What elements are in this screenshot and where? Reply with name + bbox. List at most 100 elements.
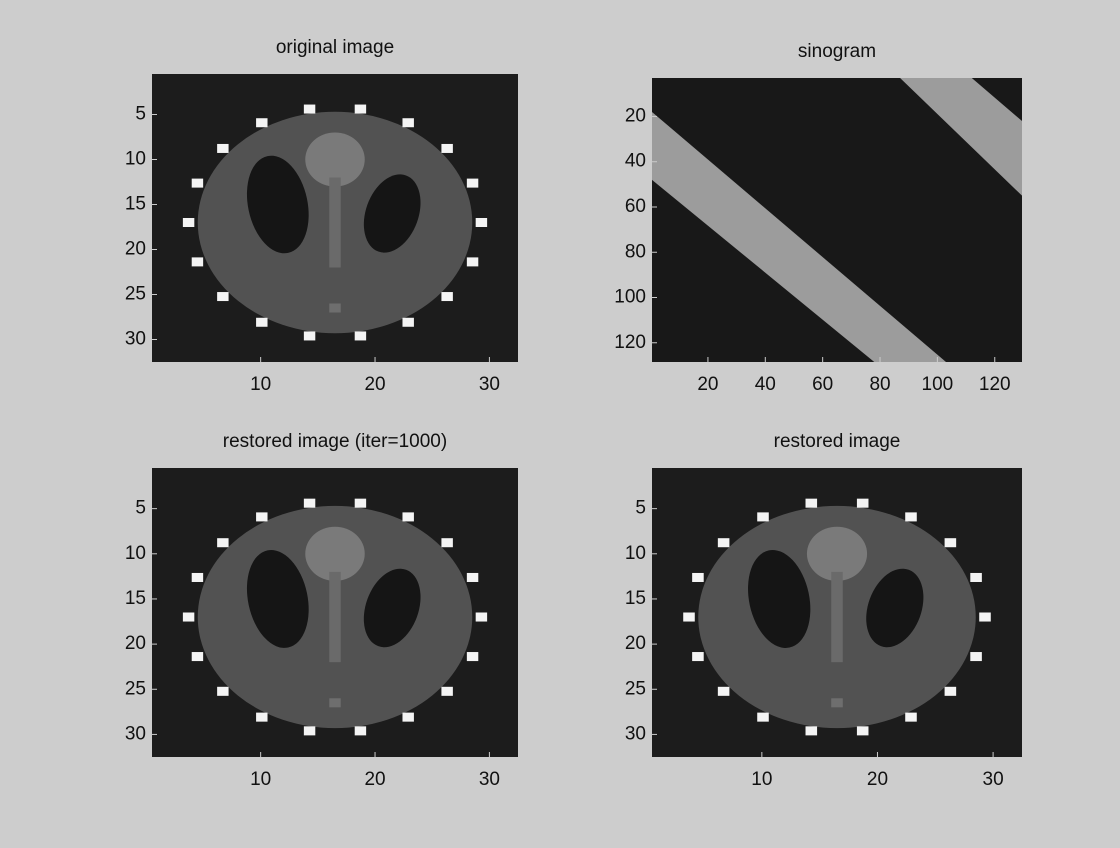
figure: original image 10 20 30 5 10 15 20 25 30 sinogram 2…: [0, 0, 1120, 848]
phantom-spot: [831, 698, 843, 707]
phantom-ring: [217, 687, 228, 696]
phantom-ring: [304, 726, 315, 735]
phantom-ring: [183, 218, 194, 227]
y-tick-label: 30: [125, 329, 146, 350]
phantom-ring: [970, 652, 982, 661]
phantom-ring: [355, 499, 366, 508]
x-tick-label: 40: [755, 374, 776, 395]
y-tick-label: 25: [625, 678, 646, 699]
y-tick-label: 15: [625, 588, 646, 609]
phantom-ring: [256, 318, 267, 327]
y-tick-label: 5: [635, 498, 646, 519]
phantom-ring: [192, 573, 203, 582]
phantom-ring: [183, 613, 194, 622]
phantom-ring: [256, 713, 267, 722]
x-tick-label: 10: [250, 374, 271, 395]
plot-title: restored image: [774, 431, 901, 452]
phantom-ring: [467, 179, 478, 188]
x-tick-label: 80: [869, 374, 890, 395]
phantom-ring: [192, 179, 203, 188]
y-tick-label: 5: [135, 498, 146, 519]
y-tick-label: 30: [625, 723, 646, 744]
x-tick-label: 60: [812, 374, 833, 395]
y-tick-label: 20: [625, 633, 646, 654]
x-tick-label: 10: [751, 769, 772, 790]
phantom-ring: [304, 331, 315, 340]
plot-title: restored image (iter=1000): [223, 431, 447, 452]
y-tick-label: 25: [125, 284, 146, 305]
plot-title: sinogram: [798, 41, 876, 62]
phantom-ring: [857, 726, 869, 735]
phantom-ring: [441, 144, 452, 153]
y-tick-label: 30: [125, 723, 146, 744]
y-tick-label: 25: [125, 678, 146, 699]
phantom-ring: [476, 218, 487, 227]
phantom-ring: [970, 573, 982, 582]
x-tick-label: 20: [364, 374, 385, 395]
phantom-ring: [402, 713, 413, 722]
phantom-ring: [905, 713, 917, 722]
phantom-ring: [192, 652, 203, 661]
x-tick-label: 100: [922, 374, 954, 395]
phantom-ring: [467, 573, 478, 582]
image-plot: [152, 468, 518, 757]
y-tick-label: 10: [625, 543, 646, 564]
plot-title: original image: [276, 37, 394, 58]
phantom-ring: [355, 105, 366, 114]
y-tick-label: 10: [125, 543, 146, 564]
x-tick-label: 20: [697, 374, 718, 395]
y-tick-label: 20: [125, 633, 146, 654]
phantom-ring: [905, 512, 917, 521]
phantom-ring: [256, 512, 267, 521]
x-tick-label: 30: [983, 769, 1004, 790]
phantom-ring: [692, 652, 704, 661]
phantom-ring: [692, 573, 704, 582]
phantom-ring: [304, 105, 315, 114]
y-tick-label: 5: [135, 104, 146, 125]
phantom-ring: [476, 613, 487, 622]
phantom-ring: [683, 613, 695, 622]
y-tick-label: 10: [125, 149, 146, 170]
phantom-spot: [329, 304, 340, 313]
phantom-stem: [329, 178, 340, 268]
x-tick-label: 120: [979, 374, 1011, 395]
phantom-ring: [979, 613, 991, 622]
y-tick-label: 80: [625, 241, 646, 262]
phantom-ring: [757, 713, 769, 722]
image-plot: [652, 468, 1022, 757]
phantom-ring: [217, 144, 228, 153]
phantom-ring: [945, 538, 957, 547]
phantom-ring: [217, 538, 228, 547]
phantom-ring: [441, 292, 452, 301]
phantom-ring: [256, 118, 267, 127]
x-tick-label: 30: [479, 374, 500, 395]
y-tick-label: 40: [625, 151, 646, 172]
y-tick-label: 100: [614, 287, 646, 308]
phantom-ring: [217, 292, 228, 301]
phantom-ring: [945, 687, 957, 696]
phantom-spot: [329, 698, 340, 707]
phantom-ring: [441, 687, 452, 696]
phantom-ring: [441, 538, 452, 547]
y-tick-label: 20: [125, 239, 146, 260]
y-tick-label: 15: [125, 588, 146, 609]
image-plot: [152, 74, 518, 362]
phantom-ring: [402, 318, 413, 327]
x-tick-label: 10: [250, 769, 271, 790]
x-tick-label: 20: [867, 769, 888, 790]
phantom-ring: [857, 499, 869, 508]
phantom-ring: [467, 652, 478, 661]
phantom-ring: [806, 499, 818, 508]
phantom-ring: [718, 538, 730, 547]
page: {"chart_data": [ {"type": "image", "titl…: [0, 0, 1120, 848]
y-tick-label: 15: [125, 194, 146, 215]
x-tick-label: 20: [364, 769, 385, 790]
image-plot: [652, 78, 1022, 362]
y-tick-label: 120: [614, 332, 646, 353]
phantom-ring: [402, 512, 413, 521]
phantom-ring: [806, 726, 818, 735]
phantom-stem: [329, 572, 340, 662]
y-tick-label: 60: [625, 196, 646, 217]
phantom-ring: [355, 726, 366, 735]
phantom-ring: [192, 257, 203, 266]
